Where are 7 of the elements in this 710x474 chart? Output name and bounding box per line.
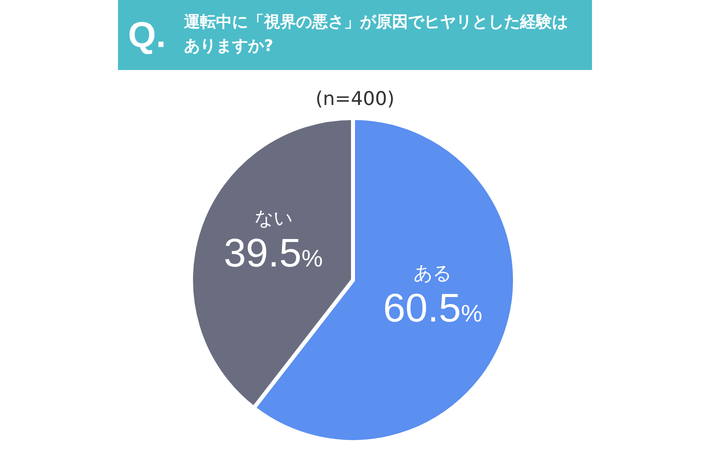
data-label: 39.5% <box>224 232 323 276</box>
text: Q. <box>128 14 166 56</box>
slice-label: ある <box>414 262 452 284</box>
chart-title: 運転中に「視界の悪さ」が原因でヒヤリとした経験はありますか? <box>184 11 569 57</box>
chart-subtitle: (n=400) <box>314 88 396 110</box>
data-label: 60.5% <box>383 286 482 330</box>
slice-label: ない <box>254 208 292 230</box>
